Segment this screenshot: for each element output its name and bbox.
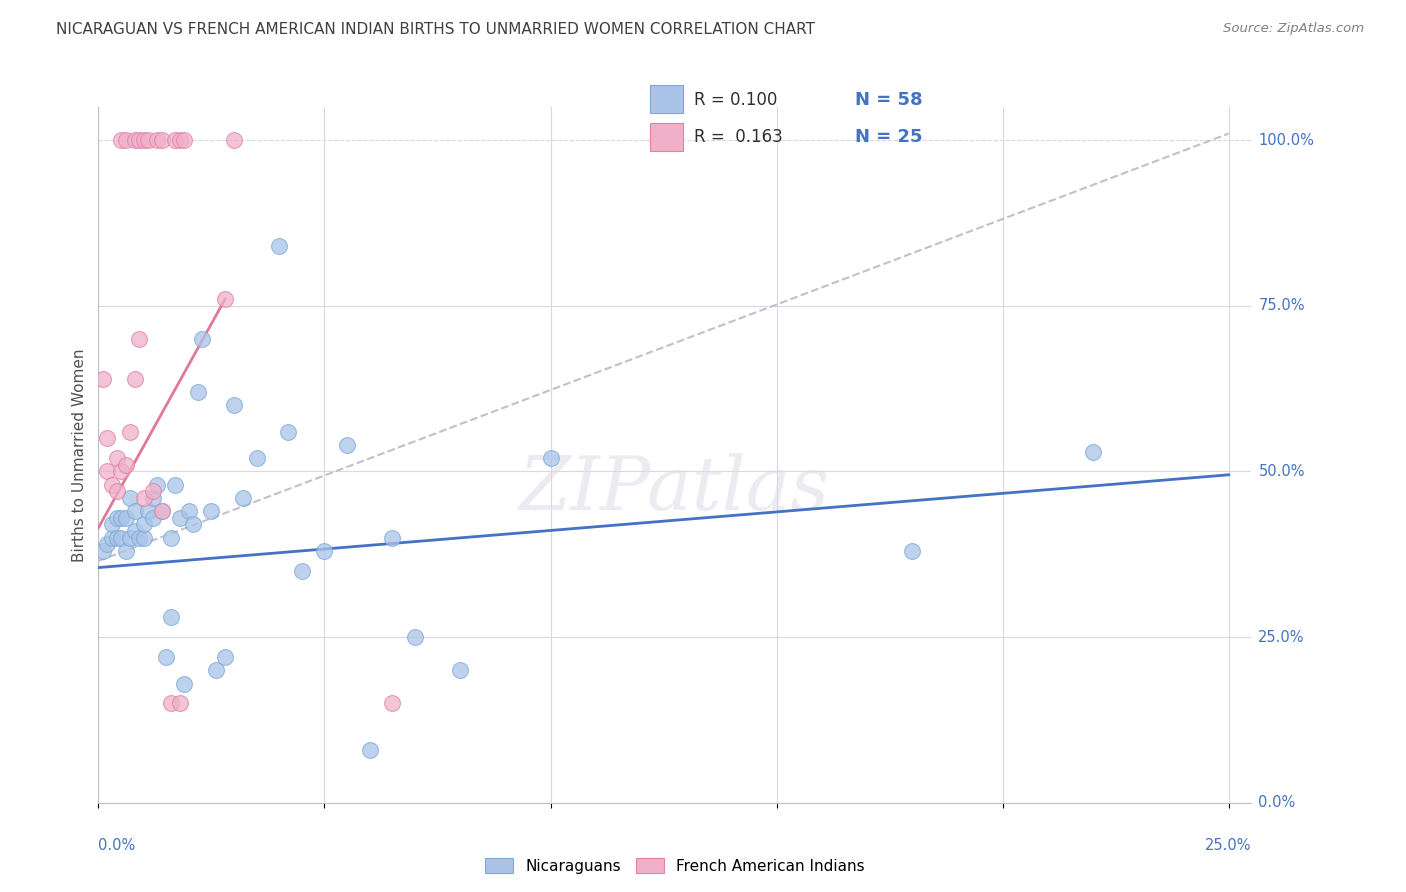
- Point: [124, 524, 146, 538]
- Point: [449, 663, 471, 677]
- Point: [173, 676, 195, 690]
- Point: [336, 438, 359, 452]
- Text: R =  0.163: R = 0.163: [693, 128, 782, 145]
- Point: [191, 332, 214, 346]
- Point: [128, 133, 150, 147]
- Point: [101, 477, 124, 491]
- Point: [169, 697, 191, 711]
- Point: [1081, 444, 1104, 458]
- Point: [165, 477, 187, 491]
- Point: [120, 491, 142, 505]
- Point: [173, 133, 195, 147]
- Point: [120, 531, 142, 545]
- Point: [96, 431, 118, 445]
- Point: [132, 517, 155, 532]
- Point: [110, 511, 132, 525]
- Point: [169, 133, 191, 147]
- Text: 0.0%: 0.0%: [1258, 796, 1295, 810]
- Text: N = 58: N = 58: [855, 91, 922, 109]
- Text: 25.0%: 25.0%: [1205, 838, 1251, 854]
- FancyBboxPatch shape: [651, 85, 683, 113]
- Text: 0.0%: 0.0%: [98, 838, 135, 854]
- Point: [124, 133, 146, 147]
- Point: [114, 544, 136, 558]
- Point: [91, 372, 114, 386]
- Point: [901, 544, 924, 558]
- Point: [381, 697, 404, 711]
- Point: [105, 451, 128, 466]
- Text: R = 0.100: R = 0.100: [693, 91, 778, 109]
- Text: NICARAGUAN VS FRENCH AMERICAN INDIAN BIRTHS TO UNMARRIED WOMEN CORRELATION CHART: NICARAGUAN VS FRENCH AMERICAN INDIAN BIR…: [56, 22, 815, 37]
- Point: [404, 630, 426, 644]
- Point: [165, 133, 187, 147]
- Text: N = 25: N = 25: [855, 128, 922, 145]
- Point: [124, 504, 146, 518]
- Point: [110, 465, 132, 479]
- Point: [120, 425, 142, 439]
- Text: 75.0%: 75.0%: [1258, 298, 1305, 313]
- Point: [136, 133, 159, 147]
- Point: [136, 504, 159, 518]
- Legend: Nicaraguans, French American Indians: Nicaraguans, French American Indians: [479, 852, 870, 880]
- Point: [114, 511, 136, 525]
- Point: [105, 531, 128, 545]
- Point: [381, 531, 404, 545]
- Point: [114, 133, 136, 147]
- Point: [96, 537, 118, 551]
- Point: [187, 384, 209, 399]
- Point: [214, 292, 236, 306]
- Point: [540, 451, 562, 466]
- Point: [146, 477, 169, 491]
- Point: [205, 663, 228, 677]
- Point: [159, 610, 181, 624]
- Point: [91, 544, 114, 558]
- Point: [132, 491, 155, 505]
- Point: [183, 517, 205, 532]
- Point: [246, 451, 269, 466]
- Point: [132, 531, 155, 545]
- Point: [232, 491, 254, 505]
- Text: Source: ZipAtlas.com: Source: ZipAtlas.com: [1223, 22, 1364, 36]
- Point: [200, 504, 222, 518]
- Point: [155, 650, 177, 665]
- Point: [277, 425, 299, 439]
- Point: [222, 398, 245, 412]
- Point: [214, 650, 236, 665]
- Point: [110, 531, 132, 545]
- Point: [142, 511, 165, 525]
- Point: [105, 484, 128, 499]
- Point: [150, 504, 173, 518]
- Point: [101, 531, 124, 545]
- Point: [150, 504, 173, 518]
- Y-axis label: Births to Unmarried Women: Births to Unmarried Women: [72, 348, 87, 562]
- Point: [101, 517, 124, 532]
- Point: [222, 133, 245, 147]
- Point: [159, 697, 181, 711]
- Point: [142, 491, 165, 505]
- Text: 25.0%: 25.0%: [1258, 630, 1305, 645]
- Point: [128, 531, 150, 545]
- Point: [359, 743, 381, 757]
- Point: [110, 133, 132, 147]
- Point: [146, 133, 169, 147]
- Point: [177, 504, 200, 518]
- Point: [105, 511, 128, 525]
- Point: [142, 484, 165, 499]
- Point: [159, 531, 181, 545]
- Point: [269, 239, 291, 253]
- Point: [96, 465, 118, 479]
- Text: ZIPatlas: ZIPatlas: [519, 453, 831, 526]
- Point: [291, 564, 314, 578]
- Point: [132, 133, 155, 147]
- Point: [114, 458, 136, 472]
- FancyBboxPatch shape: [651, 123, 683, 152]
- Text: 100.0%: 100.0%: [1258, 133, 1315, 148]
- Text: 50.0%: 50.0%: [1258, 464, 1305, 479]
- Point: [314, 544, 336, 558]
- Point: [124, 372, 146, 386]
- Point: [169, 511, 191, 525]
- Point: [150, 133, 173, 147]
- Point: [128, 332, 150, 346]
